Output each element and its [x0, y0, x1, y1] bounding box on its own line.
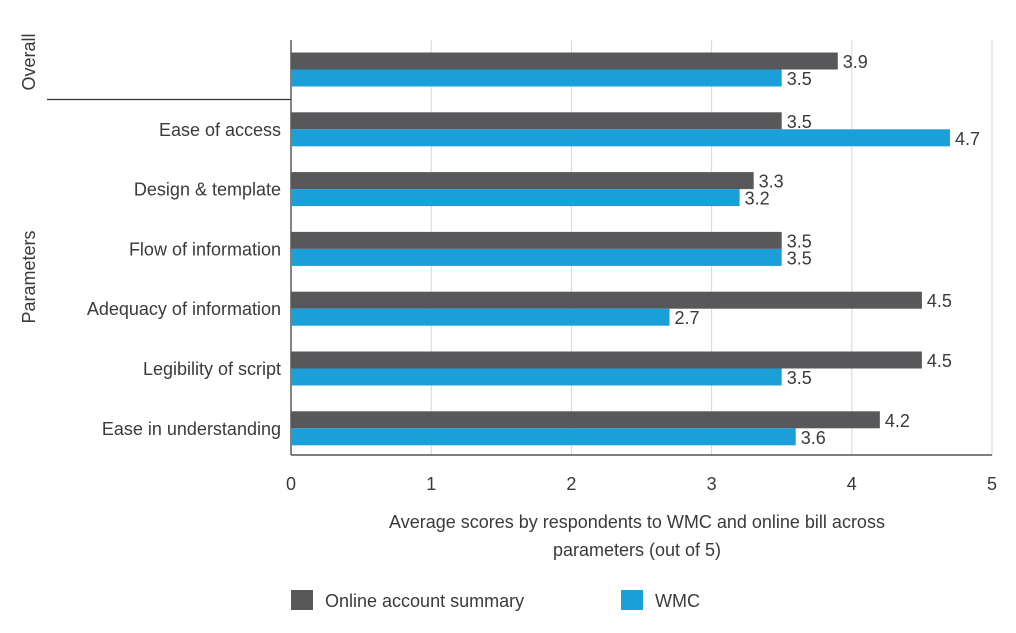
category-labels: Ease of access Design & template Flow of i… [87, 120, 281, 439]
legend-swatch [621, 590, 643, 610]
legend-swatch [291, 590, 313, 610]
data-label: 3.3 [759, 172, 784, 192]
category-label: Design & template [134, 180, 281, 200]
data-label: 3.9 [843, 52, 868, 72]
category-label: Flow of information [129, 239, 281, 259]
x-tick-label: 5 [987, 474, 997, 494]
category-label: Legibility of script [143, 359, 281, 379]
x-tick-labels: 0 1 2 3 4 5 [286, 474, 997, 494]
data-label: 4.5 [927, 291, 952, 311]
data-label: 3.5 [787, 231, 812, 251]
bar-wmc [291, 248, 782, 266]
bar-online-account-summary [291, 231, 782, 249]
data-label: 3.5 [787, 69, 812, 89]
bar-wmc [291, 69, 782, 87]
data-label: 2.7 [675, 308, 700, 328]
data-label: 3.2 [745, 189, 770, 209]
bar-online-account-summary [291, 291, 922, 309]
bar-online-account-summary [291, 351, 922, 369]
category-label: Ease of access [159, 120, 281, 140]
data-label: 4.7 [955, 129, 980, 149]
bar-wmc [291, 428, 796, 446]
data-label: 3.6 [801, 428, 826, 448]
group-labels: Overall Parameters [19, 33, 291, 324]
group-label-parameters: Parameters [19, 230, 39, 323]
legend-label: WMC [655, 591, 700, 611]
legend-label: Online account summary [325, 591, 524, 611]
x-tick-label: 0 [286, 474, 296, 494]
category-label: Ease in understanding [102, 419, 281, 439]
data-label: 3.5 [787, 112, 812, 132]
bar-wmc [291, 308, 670, 326]
group-label-overall: Overall [19, 33, 39, 90]
x-tick-label: 4 [847, 474, 857, 494]
x-tick-label: 2 [566, 474, 576, 494]
bar-wmc [291, 368, 782, 386]
bar-online-account-summary [291, 411, 880, 429]
bar-wmc [291, 189, 740, 207]
category-label: Adequacy of information [87, 299, 281, 319]
x-axis-label-line-1: Average scores by respondents to WMC and… [389, 512, 885, 532]
x-axis-label-line-2: parameters (out of 5) [553, 540, 721, 560]
bar-wmc [291, 129, 950, 147]
legend: Online account summary WMC [291, 590, 700, 611]
data-label: 4.2 [885, 411, 910, 431]
bar-online-account-summary [291, 172, 754, 190]
data-label: 3.5 [787, 248, 812, 268]
x-tick-label: 3 [707, 474, 717, 494]
bar-online-account-summary [291, 52, 838, 70]
data-label: 3.5 [787, 368, 812, 388]
x-tick-label: 1 [426, 474, 436, 494]
data-label: 4.5 [927, 351, 952, 371]
bar-online-account-summary [291, 112, 782, 130]
bars: 3.93.53.54.73.33.23.53.54.52.74.53.54.23… [291, 52, 980, 448]
